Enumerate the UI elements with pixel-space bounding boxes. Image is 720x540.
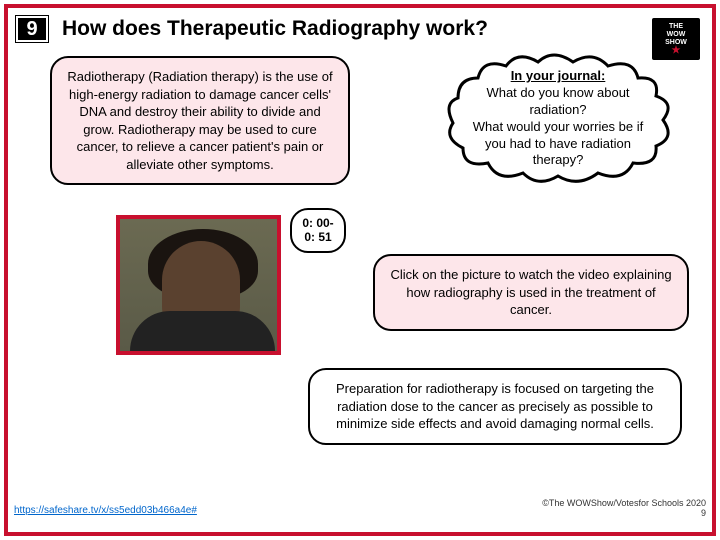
journal-line2: What would your worries be if you had to…: [473, 119, 644, 168]
footer-page-number: 9: [701, 508, 706, 518]
person-shoulders: [130, 311, 275, 351]
click-instruction-box: Click on the picture to watch the video …: [373, 254, 689, 331]
source-link[interactable]: https://safeshare.tv/x/ss5edd03b466a4e#: [14, 505, 197, 516]
preparation-box: Preparation for radiotherapy is focused …: [308, 368, 682, 445]
journal-line1: What do you know about radiation?: [486, 85, 629, 117]
slide-border: 9 How does Therapeutic Radiography work?…: [4, 4, 716, 536]
copyright-label: ©The WOWShow/Votesfor Schools 2020: [542, 498, 706, 508]
page-number-badge: 9: [16, 16, 48, 42]
click-text: Click on the picture to watch the video …: [390, 267, 671, 317]
journal-heading: In your journal:: [511, 68, 606, 83]
time-end: 0: 51: [304, 230, 331, 244]
definition-box: Radiotherapy (Radiation therapy) is the …: [50, 56, 350, 185]
video-thumbnail[interactable]: [116, 215, 281, 355]
timestamp-box: 0: 00- 0: 51: [290, 208, 346, 253]
content-area: Radiotherapy (Radiation therapy) is the …: [8, 48, 712, 520]
page-title: How does Therapeutic Radiography work?: [62, 17, 488, 41]
journal-text: In your journal: What do you know about …: [462, 68, 654, 169]
definition-text: Radiotherapy (Radiation therapy) is the …: [67, 69, 332, 172]
logo-text-1: THE: [669, 23, 683, 31]
header: 9 How does Therapeutic Radiography work?…: [8, 8, 712, 48]
prep-text: Preparation for radiotherapy is focused …: [336, 381, 654, 431]
copyright-text: ©The WOWShow/Votesfor Schools 2020 9: [542, 498, 706, 518]
time-start: 0: 00-: [302, 216, 333, 230]
logo-text-2: WOW: [667, 31, 686, 39]
journal-cloud: In your journal: What do you know about …: [438, 48, 678, 188]
